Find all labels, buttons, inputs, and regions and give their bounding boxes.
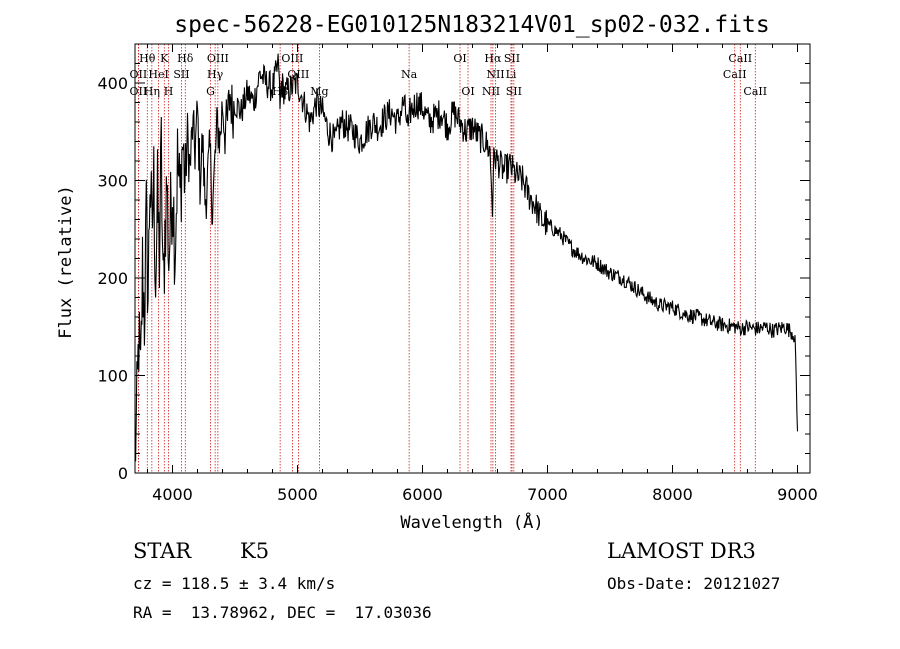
- marker-label-25: NII: [482, 85, 500, 98]
- x-tick-label-4: 8000: [652, 485, 693, 504]
- marker-label-19: Hη: [144, 85, 160, 98]
- y-tick-label-2: 200: [97, 269, 128, 288]
- marker-label-12: Hγ: [207, 68, 224, 81]
- marker-label-6: Hα: [484, 52, 502, 65]
- marker-label-20: H: [164, 85, 174, 98]
- marker-label-2: Hδ: [177, 52, 194, 65]
- marker-label-5: OI: [453, 52, 466, 65]
- marker-label-17: CaII: [723, 68, 747, 81]
- redshift-text: cz = 118.5 ± 3.4 km/s: [133, 574, 336, 593]
- x-tick-label-1: 5000: [277, 485, 318, 504]
- marker-label-15: NII: [486, 68, 504, 81]
- y-tick-label-1: 100: [97, 367, 128, 386]
- class-label: STAR: [133, 539, 192, 563]
- marker-label-11: SII: [173, 68, 189, 81]
- x-axis-label: Wavelength (Å): [400, 511, 543, 533]
- spectrum-line: [134, 53, 799, 462]
- marker-label-7: SII: [504, 52, 520, 65]
- x-tick-label-0: 4000: [152, 485, 193, 504]
- survey-label: LAMOST DR3: [607, 539, 756, 563]
- obs-date-text: Obs-Date: 20121027: [607, 574, 781, 593]
- axis-ticks: 4000 5000 6000 7000 8000 9000 0 100 200 300 400: [97, 43, 818, 504]
- marker-label-1: K: [160, 52, 169, 65]
- marker-label-8: CaII: [728, 52, 752, 65]
- marker-label-16: Li: [506, 68, 517, 81]
- marker-label-26: SII: [506, 85, 522, 98]
- marker-label-24: OI: [461, 85, 474, 98]
- marker-label-23: Mg: [310, 85, 328, 98]
- marker-label-10: HeI: [148, 68, 168, 81]
- x-tick-label-2: 6000: [402, 485, 443, 504]
- subclass-label: K5: [240, 539, 270, 563]
- y-axis-label: Flux (relative): [56, 185, 76, 339]
- y-tick-label-4: 400: [97, 74, 128, 93]
- chart-title: spec-56228-EG010125N183214V01_sp02-032.f…: [174, 12, 769, 38]
- marker-label-21: G: [206, 85, 215, 98]
- coordinates-text: RA = 13.78962, DEC = 17.03036: [133, 603, 432, 622]
- marker-label-14: Na: [401, 68, 418, 81]
- y-tick-label-0: 0: [118, 464, 128, 483]
- marker-label-0: Hθ: [139, 52, 156, 65]
- marker-label-3: OIII: [207, 52, 229, 65]
- marker-label-4: OIII: [281, 52, 303, 65]
- y-tick-label-3: 300: [97, 172, 128, 191]
- plot-frame: [134, 43, 811, 474]
- x-tick-label-3: 7000: [527, 485, 568, 504]
- marker-label-27: CaII: [743, 85, 767, 98]
- x-tick-label-5: 9000: [777, 485, 818, 504]
- marker-label-18: OII: [130, 85, 148, 98]
